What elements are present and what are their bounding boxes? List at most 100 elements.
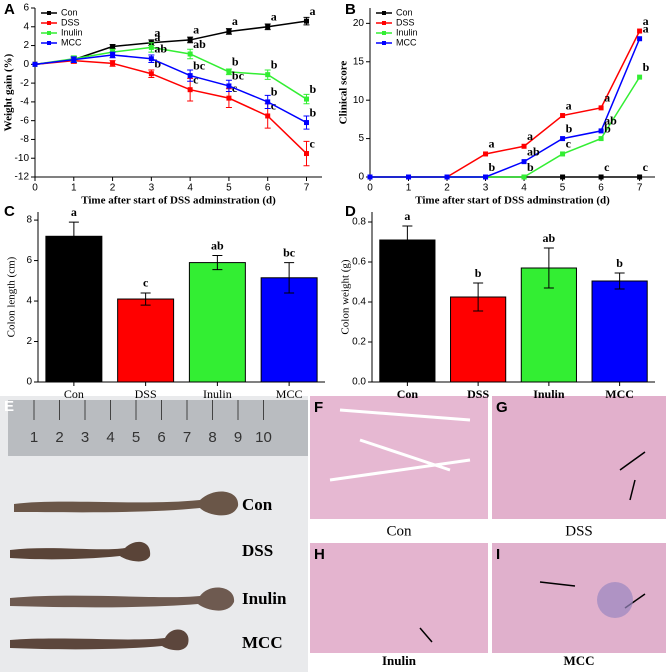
y-tick-label: 4 bbox=[23, 21, 29, 32]
x-tick-label: 2 bbox=[110, 183, 116, 194]
y-axis-label: Weight gain (%) bbox=[3, 53, 15, 131]
ruler-number: 1 bbox=[30, 429, 38, 446]
histology bbox=[310, 396, 666, 653]
x-tick-label: 6 bbox=[265, 183, 271, 194]
y-tick-label: 10 bbox=[353, 95, 365, 106]
bar bbox=[45, 235, 103, 383]
legend-label: Con bbox=[61, 7, 78, 17]
x-tick-label: 2 bbox=[444, 183, 450, 194]
x-tick-label: 7 bbox=[304, 183, 310, 194]
point bbox=[110, 60, 116, 66]
panel-letter: I bbox=[496, 546, 500, 563]
x-tick-label: 1 bbox=[71, 183, 77, 194]
significance-label: b bbox=[309, 82, 316, 96]
point bbox=[521, 159, 527, 165]
significance-label: a bbox=[643, 14, 649, 28]
y-tick-label: -8 bbox=[20, 134, 29, 145]
ruler-number: 8 bbox=[208, 429, 216, 446]
point bbox=[148, 44, 154, 50]
x-tick-label: MCC bbox=[276, 387, 303, 401]
colon-label: Con bbox=[242, 495, 273, 514]
y-tick-label: 2 bbox=[23, 40, 29, 51]
error-bar bbox=[614, 272, 625, 290]
legend-marker bbox=[47, 41, 51, 45]
point bbox=[560, 174, 566, 180]
bar bbox=[379, 239, 436, 383]
legend-label: Inulin bbox=[396, 27, 418, 37]
x-tick-label: 5 bbox=[226, 183, 232, 194]
point bbox=[483, 151, 489, 157]
y-tick-label: 0.4 bbox=[352, 297, 366, 308]
point bbox=[598, 105, 604, 111]
point bbox=[521, 143, 527, 149]
histology-caption: DSS bbox=[565, 523, 593, 539]
histology-caption: Inulin bbox=[382, 653, 417, 668]
ruler-number: 7 bbox=[183, 429, 191, 446]
ruler-number: 10 bbox=[255, 429, 272, 446]
point bbox=[598, 128, 604, 134]
error-bar bbox=[212, 255, 223, 271]
error-bar bbox=[284, 262, 295, 294]
significance-label: c bbox=[566, 137, 572, 151]
x-axis-label: Time after start of DSS adminstration (d… bbox=[415, 195, 610, 207]
infiltrate bbox=[597, 582, 633, 618]
error-bar bbox=[402, 225, 413, 255]
legend-label: Inulin bbox=[61, 27, 83, 37]
x-tick-label: Inulin bbox=[533, 387, 565, 401]
y-tick-label: 5 bbox=[358, 133, 364, 144]
point bbox=[560, 136, 566, 142]
x-axis-label: Time after start of DSS adminstration (d… bbox=[81, 195, 276, 207]
colon-photo bbox=[0, 396, 308, 672]
point bbox=[148, 71, 154, 77]
panel-letter: H bbox=[314, 546, 325, 563]
y-tick-label: 0.8 bbox=[352, 217, 366, 228]
colon bbox=[14, 491, 239, 516]
significance-label: b bbox=[566, 121, 573, 135]
y-tick-label: 6 bbox=[26, 255, 32, 266]
x-tick-label: 4 bbox=[187, 183, 193, 194]
y-tick-label: -4 bbox=[20, 97, 29, 108]
significance-label: b bbox=[271, 57, 278, 71]
legend-marker bbox=[382, 11, 386, 15]
bar bbox=[188, 262, 246, 383]
panel-letter: B bbox=[345, 1, 356, 18]
series-line bbox=[370, 76, 641, 178]
legend-label: MCC bbox=[396, 37, 417, 47]
significance-label: a bbox=[566, 98, 572, 112]
significance-label: ab bbox=[543, 231, 556, 245]
y-tick-label: 0.0 bbox=[352, 377, 366, 388]
point bbox=[637, 174, 643, 180]
x-tick-label: 3 bbox=[149, 183, 155, 194]
colon bbox=[10, 587, 235, 611]
significance-label: b bbox=[475, 266, 482, 280]
series-line bbox=[370, 38, 641, 178]
significance-label: b bbox=[154, 56, 161, 70]
histology-image bbox=[492, 543, 666, 653]
error-bar bbox=[473, 282, 484, 312]
error-bar bbox=[543, 247, 554, 289]
series-line bbox=[34, 46, 307, 100]
y-tick-label: 2 bbox=[26, 336, 32, 347]
significance-label: a bbox=[232, 14, 238, 28]
panel-letter: E bbox=[4, 398, 14, 415]
significance-label: a bbox=[404, 209, 410, 223]
x-tick-label: Con bbox=[64, 387, 84, 401]
legend-marker bbox=[47, 11, 51, 15]
point bbox=[367, 174, 373, 180]
y-axis-label: Colon length (cm) bbox=[6, 256, 18, 337]
significance-label: a bbox=[154, 30, 160, 44]
point bbox=[637, 28, 643, 34]
point bbox=[637, 74, 643, 80]
x-tick-label: MCC bbox=[605, 387, 634, 401]
legend-marker bbox=[382, 21, 386, 25]
significance-label: a bbox=[604, 91, 610, 105]
point bbox=[32, 61, 38, 67]
x-tick-label: 0 bbox=[32, 183, 38, 194]
x-tick-label: 7 bbox=[637, 183, 643, 194]
y-tick-label: -10 bbox=[15, 153, 30, 164]
histology-caption: MCC bbox=[563, 653, 594, 668]
point bbox=[560, 113, 566, 119]
point bbox=[444, 174, 450, 180]
significance-label: a bbox=[489, 137, 495, 151]
colon bbox=[10, 629, 189, 651]
